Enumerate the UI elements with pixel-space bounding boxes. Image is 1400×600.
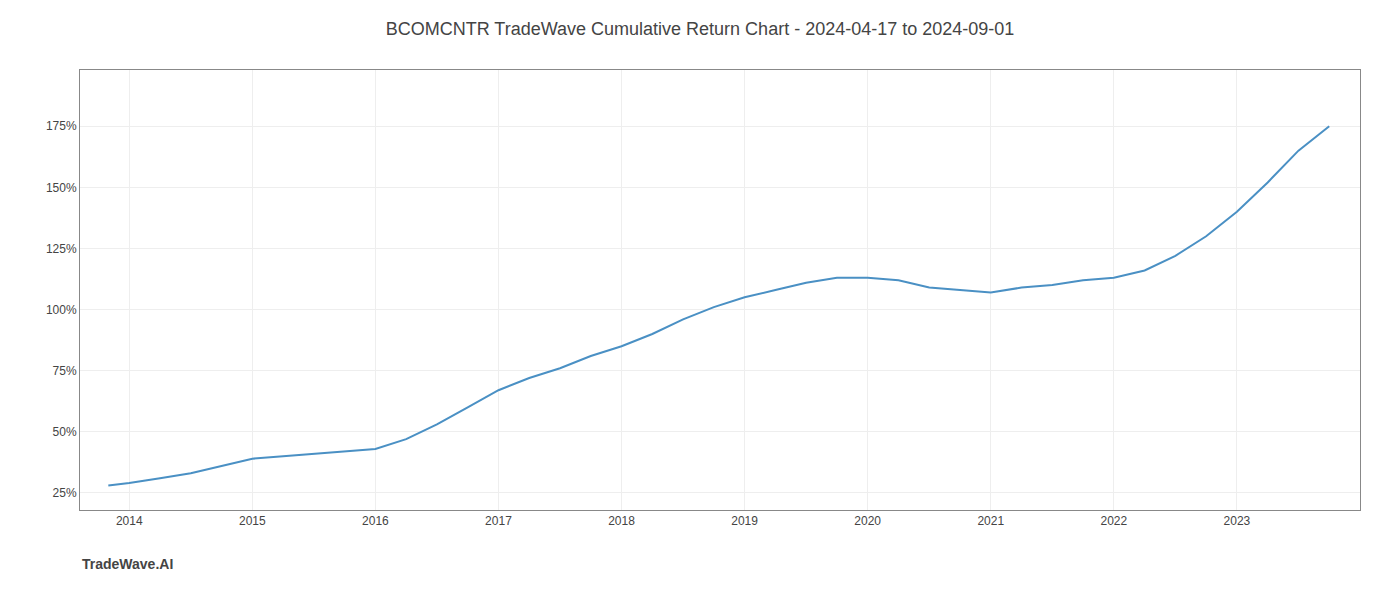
svg-text:2020: 2020 bbox=[854, 514, 881, 528]
svg-text:2017: 2017 bbox=[485, 514, 512, 528]
svg-text:2023: 2023 bbox=[1224, 514, 1251, 528]
svg-text:25%: 25% bbox=[53, 486, 77, 500]
svg-text:125%: 125% bbox=[46, 242, 77, 256]
svg-text:75%: 75% bbox=[53, 364, 77, 378]
svg-text:2018: 2018 bbox=[608, 514, 635, 528]
svg-text:100%: 100% bbox=[46, 303, 77, 317]
svg-text:2019: 2019 bbox=[731, 514, 758, 528]
svg-text:2022: 2022 bbox=[1100, 514, 1127, 528]
svg-text:2014: 2014 bbox=[116, 514, 143, 528]
svg-text:150%: 150% bbox=[46, 181, 77, 195]
svg-text:TradeWave.AI: TradeWave.AI bbox=[82, 556, 173, 572]
svg-text:BCOMCNTR TradeWave Cumulative: BCOMCNTR TradeWave Cumulative Return Cha… bbox=[386, 19, 1015, 39]
svg-text:2015: 2015 bbox=[239, 514, 266, 528]
svg-text:2021: 2021 bbox=[977, 514, 1004, 528]
svg-text:2016: 2016 bbox=[362, 514, 389, 528]
svg-text:50%: 50% bbox=[53, 425, 77, 439]
svg-text:175%: 175% bbox=[46, 119, 77, 133]
